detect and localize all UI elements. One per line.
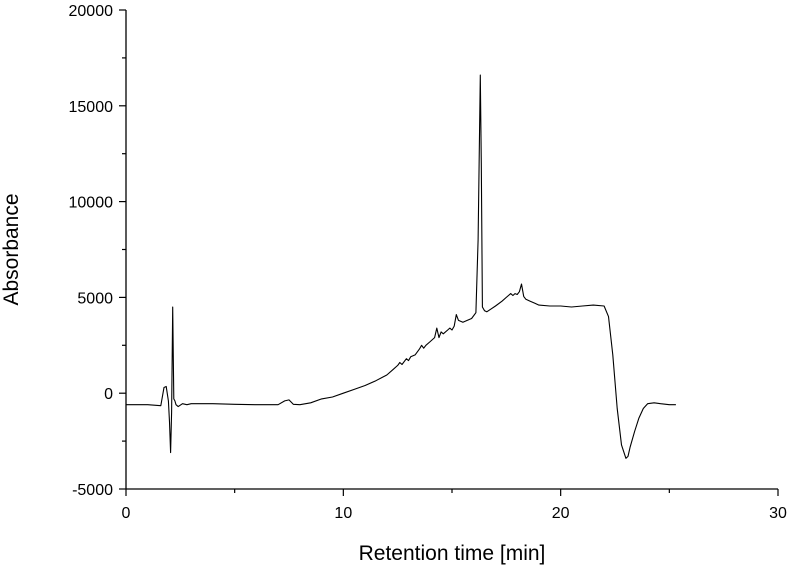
- y-tick-label: 10000: [69, 195, 114, 212]
- y-tick-label: 0: [104, 386, 113, 403]
- y-axis-ticks: -5000 0 5000 10000 15000 20000: [69, 3, 126, 499]
- y-tick-label: 15000: [69, 99, 114, 116]
- x-tick-label: 10: [334, 505, 352, 522]
- y-tick-label: -5000: [72, 482, 113, 499]
- y-tick-label: 5000: [77, 290, 113, 307]
- x-tick-label: 0: [122, 505, 131, 522]
- y-axis-title: Absorbance: [0, 193, 23, 305]
- x-tick-label: 30: [769, 505, 787, 522]
- y-tick-label: 20000: [69, 3, 114, 20]
- chromatogram-trace: [126, 74, 676, 459]
- x-axis-ticks: 0 10 20 30: [122, 489, 787, 522]
- x-tick-label: 20: [552, 505, 570, 522]
- x-axis-title: Retention time [min]: [359, 542, 546, 565]
